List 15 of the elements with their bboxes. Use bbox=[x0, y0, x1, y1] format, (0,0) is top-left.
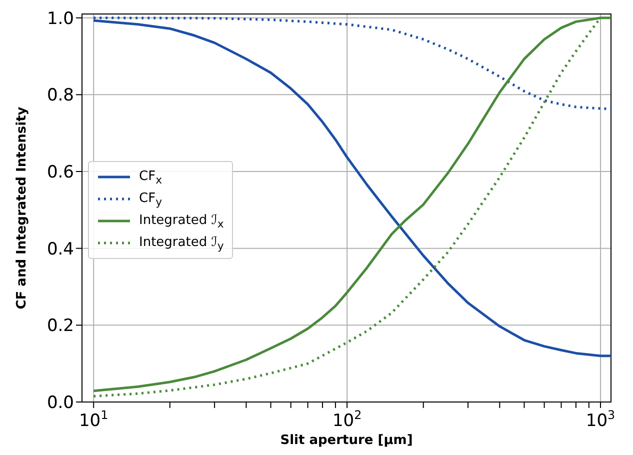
x-tick-label: 10$^{2}$ bbox=[332, 408, 362, 431]
y-tick-label: 0.2 bbox=[46, 316, 74, 336]
y-tick-label: 0.4 bbox=[46, 239, 74, 260]
y-tick-label: 0.6 bbox=[46, 162, 74, 183]
x-tick-label: 10$^{1}$ bbox=[78, 408, 108, 431]
y-tick-label: 0.8 bbox=[46, 86, 74, 106]
x-tick-label: 10$^{3}$ bbox=[586, 408, 616, 431]
legend-label: Integrated ℐ$_{x}$ bbox=[139, 212, 224, 230]
legend-label: CF$_{y}$ bbox=[139, 190, 162, 208]
y-tick-label: 0.0 bbox=[46, 393, 74, 414]
y-axis-title: CF and Integrated Intensity bbox=[14, 106, 30, 310]
legend-label: CF$_{x}$ bbox=[139, 168, 162, 186]
legend-label: Integrated ℐ$_{y}$ bbox=[139, 234, 224, 252]
y-tick-label: 1.0 bbox=[46, 8, 74, 29]
x-axis-title: Slit aperture [μm] bbox=[280, 433, 413, 448]
